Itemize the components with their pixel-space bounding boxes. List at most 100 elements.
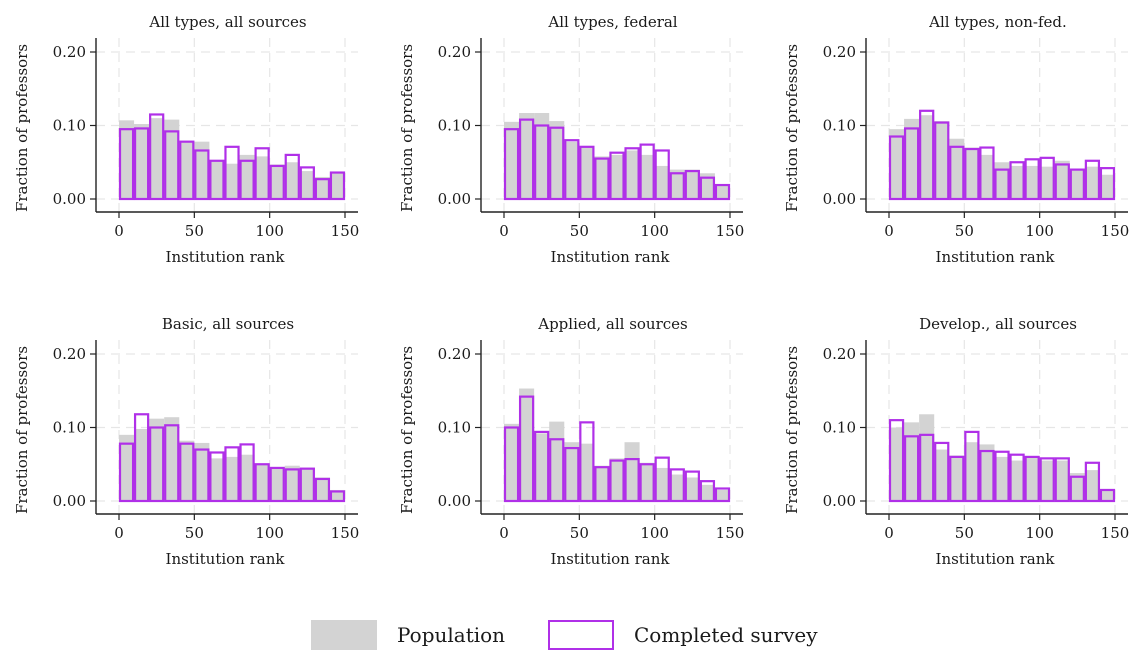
population-bar <box>639 462 655 501</box>
completed-survey-bar <box>299 467 315 503</box>
completed-survey-bar <box>1024 455 1040 503</box>
completed-survey-bar <box>518 118 535 201</box>
completed-survey-bar <box>299 166 315 201</box>
panel-title: Develop., all sources <box>919 315 1077 333</box>
population-bar <box>549 421 565 501</box>
completed-survey-bar <box>1009 453 1025 503</box>
population-bar <box>979 154 995 199</box>
population-bar <box>164 119 180 199</box>
population-bar <box>1054 160 1070 199</box>
x-tick-label: 150 <box>1101 524 1129 542</box>
completed-survey-bar <box>149 113 165 201</box>
x-tick-label: 50 <box>185 524 204 542</box>
panel-title: All types, all sources <box>148 13 306 31</box>
population-bar <box>254 464 270 501</box>
x-axis-label: Institution rank <box>166 248 286 266</box>
population-bar <box>209 160 225 199</box>
completed-survey-bar <box>699 176 716 201</box>
y-axis-label: Fraction of professors <box>13 44 31 212</box>
panel-title: Applied, all sources <box>537 315 688 333</box>
completed-survey-bar <box>669 172 685 201</box>
completed-survey-bar <box>269 466 285 503</box>
x-tick-label: 0 <box>114 524 124 542</box>
y-tick-label: 0.00 <box>438 492 471 510</box>
completed-survey-bar <box>684 470 700 503</box>
population-bar <box>1084 166 1100 199</box>
population-bar <box>654 165 670 199</box>
population-bar <box>904 118 920 199</box>
completed-survey-bar <box>564 139 580 201</box>
completed-survey-bar <box>133 127 150 201</box>
completed-survey-bar <box>994 168 1010 201</box>
completed-survey-bar <box>1084 461 1101 503</box>
y-tick-label: 0.00 <box>823 492 856 510</box>
x-tick-label: 50 <box>570 222 589 240</box>
y-axis-label: Fraction of professors <box>783 346 801 514</box>
completed-survey-bar <box>254 463 270 503</box>
completed-survey-bar <box>654 456 670 503</box>
population-bar <box>239 154 255 199</box>
completed-survey-bar <box>979 449 995 503</box>
completed-survey-bar <box>699 480 716 503</box>
population-bar <box>669 169 685 199</box>
x-tick-label: 150 <box>1101 222 1129 240</box>
x-tick-label: 100 <box>1025 222 1054 240</box>
x-tick-label: 150 <box>716 524 745 542</box>
population-bar <box>519 113 535 199</box>
completed-survey-bar <box>329 490 346 503</box>
completed-survey-bar <box>654 149 670 201</box>
completed-survey-bar <box>149 426 165 503</box>
completed-survey-bar <box>934 121 950 201</box>
completed-survey-bar <box>1069 168 1085 201</box>
completed-survey-bar <box>639 463 655 503</box>
y-tick-label: 0.20 <box>823 345 856 363</box>
population-bar <box>699 173 715 199</box>
legend-item-population: Population <box>311 620 505 650</box>
population-bar <box>149 118 165 199</box>
y-tick-label: 0.10 <box>438 419 471 437</box>
chart-panel: 0 50 100 150 0.00 0.10 0.20 Basic, all sources I… <box>13 315 359 568</box>
completed-survey-bar <box>1099 167 1116 201</box>
x-tick-label: 50 <box>955 222 974 240</box>
y-tick-label: 0.10 <box>823 117 856 135</box>
population-bar <box>239 454 255 501</box>
x-tick-label: 100 <box>640 524 669 542</box>
x-tick-label: 100 <box>255 524 284 542</box>
population-bar <box>1069 169 1085 199</box>
completed-survey-bar <box>888 135 905 201</box>
x-tick-label: 100 <box>255 222 284 240</box>
population-bar <box>994 456 1010 501</box>
y-tick-label: 0.20 <box>438 43 471 61</box>
legend-swatch-completed <box>548 620 614 650</box>
completed-survey-bar <box>919 433 935 503</box>
completed-survey-bar <box>949 455 965 503</box>
population-bar <box>209 458 225 501</box>
panel-title: All types, non-fed. <box>928 13 1067 31</box>
y-tick-label: 0.20 <box>53 345 86 363</box>
x-tick-label: 50 <box>955 524 974 542</box>
completed-survey-bar <box>549 438 565 503</box>
population-bar <box>314 176 330 199</box>
x-axis-label: Institution rank <box>551 248 671 266</box>
completed-survey-bar <box>164 130 180 201</box>
population-bar <box>179 141 195 199</box>
legend: Population Completed survey <box>0 615 1129 650</box>
completed-survey-bar <box>714 183 731 201</box>
population-bar <box>134 428 150 501</box>
x-tick-label: 0 <box>499 222 509 240</box>
completed-survey-bar <box>624 147 640 201</box>
chart-panel: 0 50 100 150 0.00 0.10 0.20 All types, federal I… <box>398 13 744 266</box>
population-bar <box>684 169 700 199</box>
completed-survey-bar <box>254 147 270 201</box>
population-bar <box>504 121 520 199</box>
population-bar <box>224 163 240 199</box>
completed-survey-bar <box>1054 163 1070 201</box>
population-bar <box>504 423 520 501</box>
completed-survey-bar <box>179 140 195 201</box>
legend-item-completed: Completed survey <box>548 620 818 650</box>
y-tick-label: 0.10 <box>53 117 86 135</box>
population-bar <box>269 467 285 501</box>
population-bar <box>919 414 935 501</box>
population-bar <box>1099 489 1115 501</box>
completed-survey-bar <box>594 157 610 201</box>
